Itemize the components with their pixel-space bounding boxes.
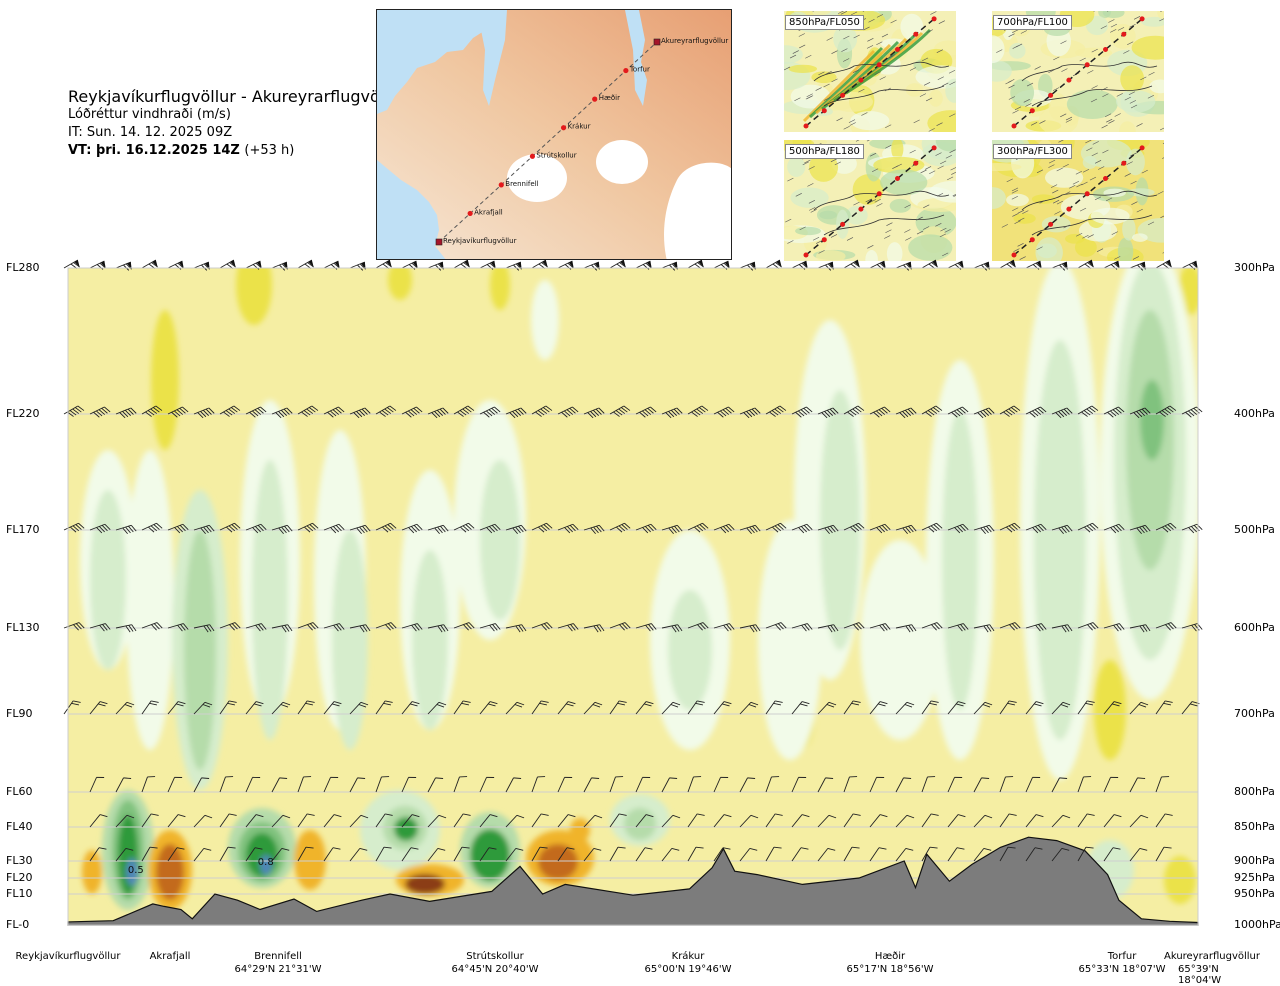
field-blob [156,844,184,900]
location-name: Strútskollur [466,951,523,962]
pressure-label: 900hPa [1234,854,1275,867]
field-blob [1164,856,1196,904]
location-name: Reykjavíkurflugvöllur [16,951,121,962]
field-blob [480,460,520,620]
fl-label: FL20 [6,871,32,884]
fl-label: FL10 [6,887,32,900]
field-blob [388,260,412,300]
fl-label: FL280 [6,261,39,274]
mini-map-label: 850hPa/FL050 [785,15,864,30]
location-name: Akureyrarflugvöllur [1164,951,1260,962]
mini-map-label: 700hPa/FL100 [993,15,1072,30]
fl-label: FL130 [6,621,39,634]
location-name: Hæðir [875,951,905,962]
location-name: Brennifell [254,951,302,962]
fl-label: FL90 [6,707,32,720]
pressure-label: 850hPa [1234,820,1275,833]
location-coord: 64°45'N 20°40'W [452,964,539,975]
barb-staff [714,261,728,268]
contour-label: 0.5 [128,865,144,876]
field-blob [820,390,860,650]
field-blob [151,310,179,450]
field-blob [1094,660,1126,760]
vertical-velocity-field [68,240,1202,925]
field-blob [405,874,445,894]
fl-label: FL170 [6,523,39,536]
pressure-label: 1000hPa [1234,918,1280,931]
pressure-label: 500hPa [1234,523,1275,536]
barb-staff [948,261,962,268]
barb-staff [636,261,650,268]
pressure-label: 400hPa [1234,407,1275,420]
field-blob [394,817,418,841]
field-blob [184,530,216,770]
field-blob [942,410,978,710]
location-coord: 64°29'N 21°31'W [235,964,322,975]
field-blob [236,245,272,325]
field-blob [1140,380,1164,460]
fl-label: FL60 [6,785,32,798]
fl-label: FL220 [6,407,39,420]
pressure-label: 600hPa [1234,621,1275,634]
field-blob [1034,340,1086,740]
location-name: Torfur [1108,951,1137,962]
location-coord: 65°33'N 18°07'W [1079,964,1166,975]
barb-staff [870,261,884,268]
fl-label: FL30 [6,854,32,867]
field-blob [538,844,578,880]
contour-label: 0.8 [258,857,274,868]
location-name: Krákur [672,951,705,962]
location-coord: 65°17'N 18°56'W [847,964,934,975]
field-blob [624,808,656,840]
mini-map-label: 500hPa/FL180 [785,144,864,159]
field-blob [90,490,126,670]
field-blob [252,460,288,740]
location-name: Akrafjall [150,951,191,962]
field-blob [531,280,559,360]
pressure-label: 950hPa [1234,887,1275,900]
pressure-label: 700hPa [1234,707,1275,720]
field-blob [332,530,368,750]
mini-map-label: 300hPa/FL300 [993,144,1072,159]
location-coord: 65°39'N 18°04'W [1178,964,1246,986]
barb-staff [558,261,572,268]
field-blob [668,590,712,710]
field-blob [82,850,102,894]
pressure-label: 300hPa [1234,261,1275,274]
field-blob [470,829,510,881]
fl-label: FL-0 [6,918,29,931]
barb-staff [792,261,806,268]
fl-label: FL40 [6,820,32,833]
location-coord: 65°00'N 19°46'W [645,964,732,975]
field-blob [570,818,590,842]
pressure-label: 925hPa [1234,871,1275,884]
pressure-label: 800hPa [1234,785,1275,798]
